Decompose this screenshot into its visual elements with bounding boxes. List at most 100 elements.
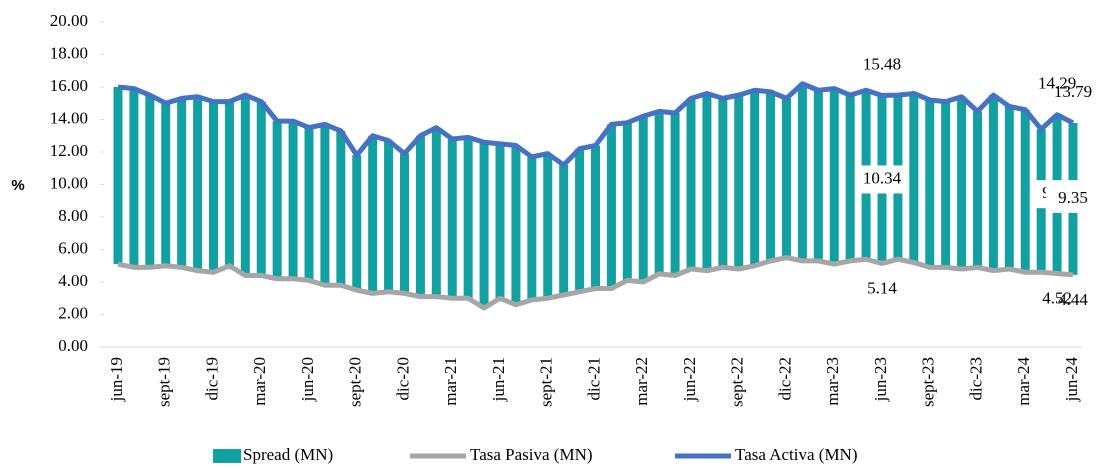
spread-bar: [320, 124, 330, 286]
data-label: 4.44: [1058, 290, 1088, 309]
spread-bar: [909, 93, 919, 263]
x-tick-label: dic-19: [202, 357, 221, 400]
spread-bar: [622, 122, 632, 281]
spread-bar: [670, 113, 680, 276]
spread-bar: [686, 98, 696, 269]
spread-bar: [718, 98, 728, 268]
spread-bar: [272, 121, 282, 279]
x-tick-label: jun-20: [298, 357, 317, 402]
spread-bar: [527, 156, 537, 300]
line: [117, 255, 1074, 311]
y-tick-label: 12.00: [50, 141, 88, 160]
spread-bar: [606, 124, 616, 289]
x-tick-label: jun-23: [871, 357, 890, 402]
spread-bar: [1020, 109, 1030, 273]
x-tick-label: jun-19: [107, 357, 126, 402]
spread-bar: [925, 100, 935, 268]
legend-label: Spread (MN): [243, 445, 333, 464]
data-label: 13.79: [1054, 82, 1092, 101]
spread-bar: [224, 101, 234, 266]
spread-bar: [288, 121, 298, 279]
label-box: [855, 165, 909, 194]
spread-bar: [511, 145, 521, 305]
spread-bar: [431, 127, 441, 297]
spread-bar: [447, 139, 457, 299]
spread-bar: [845, 95, 855, 261]
x-tick-label: jun-24: [1062, 357, 1081, 403]
spread-bar: [256, 101, 266, 276]
y-tick-label: 8.00: [58, 206, 88, 225]
y-tick-label: 18.00: [50, 43, 88, 62]
data-label: 14.29: [1038, 74, 1076, 93]
spread-bar: [957, 96, 967, 269]
x-tick-label: mar-24: [1014, 357, 1033, 406]
spread-bar: [479, 142, 489, 308]
x-tick-label: sept-19: [155, 357, 174, 407]
line: [117, 81, 1075, 168]
spread-bar: [177, 98, 187, 268]
y-tick-label: 6.00: [58, 238, 88, 257]
x-tick-label: jun-21: [489, 357, 508, 402]
spread-bar: [654, 111, 664, 274]
spread-bar: [829, 88, 839, 265]
spread-bar: [591, 145, 600, 289]
spread-bar: [988, 95, 998, 271]
y-tick-label: 2.00: [58, 303, 88, 322]
y-tick-label: 0.00: [58, 336, 88, 355]
x-tick-label: mar-22: [632, 357, 651, 406]
x-tick-label: mar-21: [441, 357, 460, 406]
y-tick-label: 4.00: [58, 271, 88, 290]
label-box: [1046, 184, 1100, 213]
x-tick-label: mar-20: [250, 357, 269, 406]
spread-bar: [495, 143, 505, 299]
spread-bar: [113, 87, 123, 265]
spread-bar: [973, 111, 982, 268]
spread-bar: [161, 103, 171, 266]
data-label: 5.14: [867, 278, 897, 297]
spread-bar: [336, 130, 346, 286]
x-tick-label: sept-22: [728, 357, 747, 407]
legend-swatch: [213, 449, 241, 463]
spread-bar: [797, 83, 807, 261]
y-axis-label: %: [11, 177, 24, 194]
spread-bar: [368, 135, 378, 294]
x-tick-label: dic-22: [775, 357, 794, 400]
spread-bar: [384, 140, 394, 292]
x-tick-label: sept-23: [919, 357, 938, 407]
spread-bar: [304, 127, 314, 281]
spread-bar: [129, 88, 139, 268]
data-label: 4.52: [1042, 288, 1072, 307]
spread-bar: [352, 155, 362, 291]
spread-bar: [638, 116, 648, 282]
legend-label: Tasa Activa (MN): [735, 445, 858, 464]
x-tick-label: dic-21: [584, 357, 603, 400]
y-tick-label: 20.00: [50, 11, 88, 30]
spread-bar: [575, 148, 585, 292]
spread-bar: [766, 91, 776, 261]
spread-bar: [813, 90, 823, 261]
x-tick-label: mar-23: [823, 357, 842, 406]
data-label: 10.34: [863, 168, 902, 187]
data-label: 15.48: [863, 54, 901, 73]
spread-bar: [750, 90, 760, 266]
spread-bar: [209, 101, 218, 273]
x-tick-label: dic-23: [966, 357, 985, 400]
spread-bar: [559, 165, 569, 295]
y-tick-label: 16.00: [50, 76, 88, 95]
x-tick-label: sept-20: [346, 357, 365, 407]
spread-bar: [240, 95, 250, 276]
data-label: 9.35: [1058, 188, 1088, 207]
spread-bar: [415, 135, 425, 297]
x-tick-label: jun-22: [680, 357, 699, 402]
spread-bar: [702, 93, 712, 271]
y-tick-label: 14.00: [50, 108, 88, 127]
x-tick-label: sept-21: [537, 357, 556, 407]
spread-bar: [145, 95, 155, 268]
spread-bar: [941, 101, 951, 268]
spread-bar: [193, 96, 203, 271]
spread-bar: [782, 98, 791, 258]
spread-bar: [463, 137, 473, 299]
spread-bar: [1004, 106, 1014, 269]
x-tick-label: dic-20: [393, 357, 412, 400]
